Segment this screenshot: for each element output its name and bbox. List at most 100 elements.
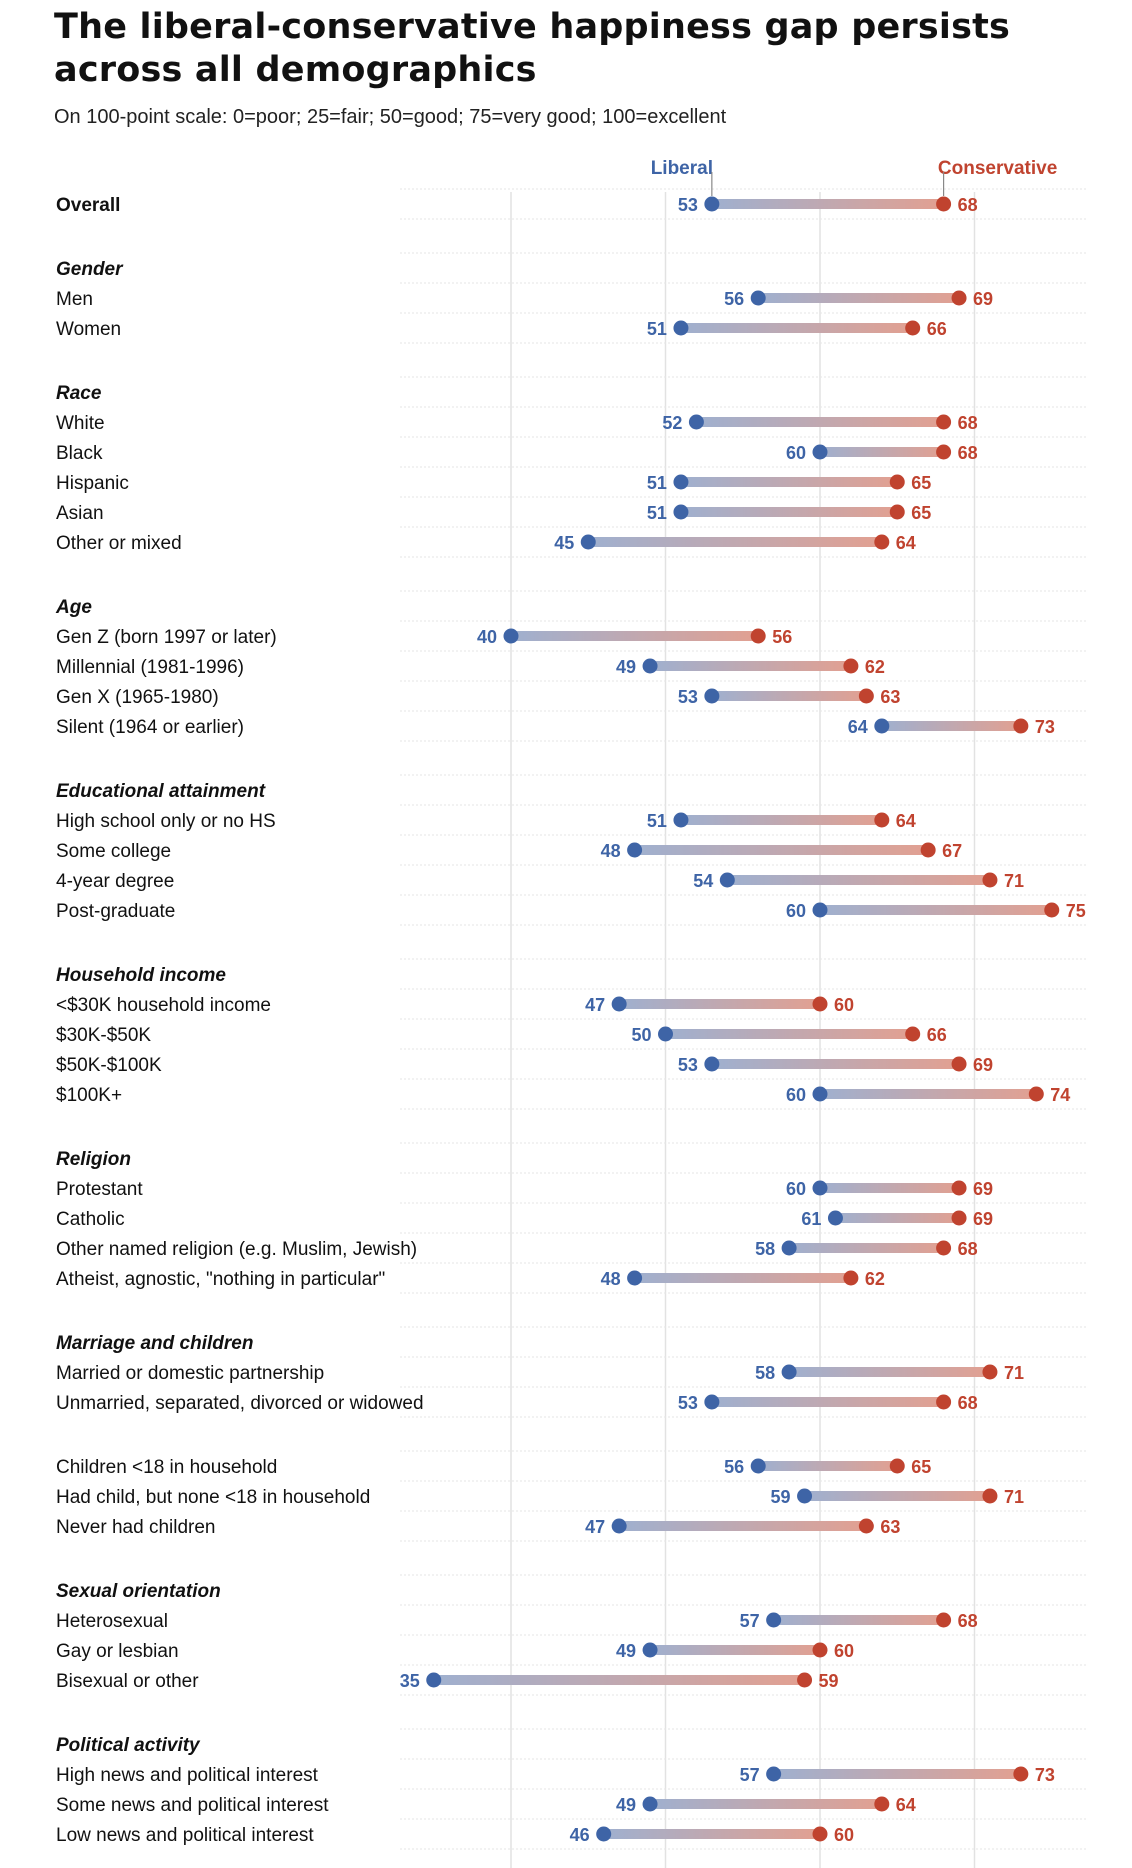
conservative-value: 68 bbox=[958, 1393, 978, 1413]
conservative-value: 64 bbox=[896, 533, 916, 553]
chart-title: The liberal-conservative happiness gap p… bbox=[54, 7, 1011, 90]
row-label: High school only or no HS bbox=[56, 811, 276, 832]
liberal-value: 58 bbox=[755, 1239, 775, 1259]
liberal-value: 47 bbox=[585, 1517, 605, 1537]
group-label: Educational attainment bbox=[56, 781, 266, 802]
liberal-dot bbox=[580, 534, 596, 550]
liberal-value: 40 bbox=[477, 627, 497, 647]
liberal-value: 60 bbox=[786, 901, 806, 921]
liberal-value: 53 bbox=[678, 687, 698, 707]
liberal-value: 60 bbox=[786, 1085, 806, 1105]
row-label: $50K-$100K bbox=[56, 1055, 162, 1076]
conservative-dot bbox=[936, 444, 952, 460]
conservative-dot bbox=[951, 1210, 967, 1226]
conservative-value: 63 bbox=[880, 687, 900, 707]
row-label: Men bbox=[56, 289, 93, 310]
row-label: Unmarried, separated, divorced or widowe… bbox=[56, 1393, 424, 1414]
group-label: Gender bbox=[56, 259, 124, 280]
row-label: Millennial (1981-1996) bbox=[56, 657, 244, 678]
liberal-dot bbox=[673, 320, 689, 336]
conservative-dot bbox=[982, 1364, 998, 1380]
liberal-value: 35 bbox=[400, 1671, 420, 1691]
conservative-value: 68 bbox=[958, 1611, 978, 1631]
gap-bar bbox=[773, 1615, 944, 1625]
liberal-dot bbox=[750, 290, 766, 306]
group-label: Political activity bbox=[56, 1735, 201, 1756]
gap-bar bbox=[680, 323, 913, 333]
conservative-value: 64 bbox=[896, 811, 916, 831]
conservative-value: 69 bbox=[973, 289, 993, 309]
row-label: Low news and political interest bbox=[56, 1825, 314, 1846]
liberal-value: 47 bbox=[585, 995, 605, 1015]
gap-bar bbox=[820, 1089, 1037, 1099]
gap-bar bbox=[758, 1461, 898, 1471]
conservative-dot bbox=[889, 504, 905, 520]
liberal-dot bbox=[642, 1796, 658, 1812]
gap-bar bbox=[650, 1645, 820, 1655]
conservative-dot bbox=[905, 1026, 921, 1042]
liberal-value: 57 bbox=[740, 1611, 760, 1631]
group-label: Sexual orientation bbox=[56, 1581, 221, 1602]
row-label: Bisexual or other bbox=[56, 1671, 199, 1692]
gap-bar bbox=[711, 1397, 944, 1407]
conservative-value: 71 bbox=[1004, 871, 1024, 891]
gap-bar bbox=[680, 477, 898, 487]
liberal-dot bbox=[611, 996, 627, 1012]
conservative-dot bbox=[936, 1240, 952, 1256]
conservative-dot bbox=[1044, 902, 1060, 918]
liberal-dot bbox=[658, 1026, 673, 1042]
group-label: Race bbox=[56, 383, 102, 404]
liberal-dot bbox=[642, 1642, 658, 1658]
liberal-dot bbox=[426, 1672, 442, 1688]
conservative-dot bbox=[797, 1672, 813, 1688]
liberal-value: 53 bbox=[678, 1393, 698, 1413]
conservative-value: 68 bbox=[958, 1239, 978, 1259]
row-label: Other or mixed bbox=[56, 533, 182, 554]
liberal-value: 57 bbox=[740, 1765, 760, 1785]
legend: Liberal Conservative bbox=[651, 158, 1057, 196]
conservative-value: 68 bbox=[958, 413, 978, 433]
liberal-value: 51 bbox=[647, 503, 667, 523]
conservative-dot bbox=[1028, 1086, 1044, 1102]
conservative-dot bbox=[982, 1488, 998, 1504]
liberal-dot bbox=[673, 812, 689, 828]
gap-bar bbox=[665, 1029, 913, 1039]
row-label: 4-year degree bbox=[56, 871, 174, 892]
row-label: Hispanic bbox=[56, 473, 129, 494]
liberal-value: 45 bbox=[554, 533, 574, 553]
gap-bar bbox=[711, 1059, 960, 1069]
gap-bar bbox=[696, 417, 944, 427]
gap-bar bbox=[650, 1799, 882, 1809]
conservative-value: 71 bbox=[1004, 1363, 1024, 1383]
row-label: Overall bbox=[56, 195, 120, 216]
liberal-dot bbox=[719, 872, 735, 888]
conservative-dot bbox=[889, 1458, 905, 1474]
liberal-value: 64 bbox=[848, 717, 868, 737]
conservative-dot bbox=[858, 688, 874, 704]
conservative-value: 69 bbox=[973, 1179, 993, 1199]
gap-bar bbox=[758, 293, 960, 303]
conservative-dot bbox=[936, 1394, 952, 1410]
liberal-value: 52 bbox=[662, 413, 682, 433]
liberal-value: 46 bbox=[570, 1825, 590, 1845]
row-label: White bbox=[56, 413, 105, 434]
liberal-dot bbox=[812, 1086, 828, 1102]
conservative-value: 64 bbox=[896, 1795, 916, 1815]
liberal-dot bbox=[750, 1458, 766, 1474]
gap-bar bbox=[820, 447, 944, 457]
liberal-value: 56 bbox=[724, 289, 744, 309]
gap-bar bbox=[789, 1243, 944, 1253]
conservative-dot bbox=[982, 872, 998, 888]
row-label: Atheist, agnostic, "nothing in particula… bbox=[56, 1269, 385, 1290]
rows-layer: Overall 53 68 Gender Men 56 69 Women 51 66 Race Whi… bbox=[55, 195, 1086, 1846]
row-label: Other named religion (e.g. Muslim, Jewis… bbox=[56, 1239, 417, 1260]
liberal-value: 60 bbox=[786, 1179, 806, 1199]
conservative-value: 59 bbox=[819, 1671, 839, 1691]
row-label: <$30K household income bbox=[56, 995, 271, 1016]
conservative-value: 71 bbox=[1004, 1487, 1024, 1507]
conservative-value: 74 bbox=[1050, 1085, 1070, 1105]
liberal-dot bbox=[781, 1364, 797, 1380]
conservative-value: 66 bbox=[927, 1025, 947, 1045]
liberal-value: 48 bbox=[601, 841, 621, 861]
gap-bar bbox=[835, 1213, 960, 1223]
